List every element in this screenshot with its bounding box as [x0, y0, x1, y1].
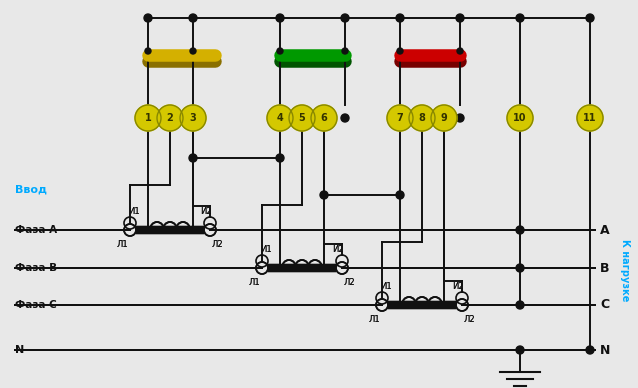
- Text: Л1: Л1: [116, 240, 128, 249]
- Text: 10: 10: [513, 113, 527, 123]
- Text: N: N: [15, 345, 24, 355]
- Text: Фаза A: Фаза A: [15, 225, 57, 235]
- Circle shape: [431, 105, 457, 131]
- Text: 5: 5: [299, 113, 306, 123]
- Text: Л2: Л2: [344, 278, 355, 287]
- Circle shape: [341, 114, 349, 122]
- Circle shape: [135, 105, 161, 131]
- Text: C: C: [600, 298, 609, 312]
- Text: И1: И1: [260, 245, 272, 254]
- Circle shape: [586, 14, 594, 22]
- Circle shape: [320, 191, 328, 199]
- Circle shape: [190, 48, 196, 54]
- Circle shape: [267, 105, 293, 131]
- Text: И1: И1: [260, 245, 272, 254]
- Text: Л1: Л1: [248, 278, 260, 287]
- Text: Л1: Л1: [368, 315, 380, 324]
- Circle shape: [586, 346, 594, 354]
- Circle shape: [396, 191, 404, 199]
- Text: И1: И1: [128, 207, 140, 216]
- Text: Л2: Л2: [212, 240, 224, 249]
- Text: И1: И1: [380, 282, 392, 291]
- Circle shape: [276, 14, 284, 22]
- Text: 8: 8: [419, 113, 426, 123]
- Text: 11: 11: [583, 113, 597, 123]
- Circle shape: [342, 48, 348, 54]
- Text: И2: И2: [200, 207, 212, 216]
- Circle shape: [516, 114, 524, 122]
- Circle shape: [144, 114, 152, 122]
- Circle shape: [396, 114, 404, 122]
- Circle shape: [516, 264, 524, 272]
- Text: Ввод: Ввод: [15, 185, 47, 195]
- Circle shape: [189, 114, 197, 122]
- Text: Л2: Л2: [464, 315, 475, 324]
- Circle shape: [456, 14, 464, 22]
- Circle shape: [387, 105, 413, 131]
- Text: Л1: Л1: [248, 278, 260, 287]
- Text: И2: И2: [332, 245, 344, 254]
- Text: И2: И2: [452, 282, 464, 291]
- Circle shape: [145, 48, 151, 54]
- Text: N: N: [600, 343, 611, 357]
- Text: И1: И1: [128, 207, 140, 216]
- Circle shape: [516, 301, 524, 309]
- Circle shape: [289, 105, 315, 131]
- Circle shape: [311, 105, 337, 131]
- Text: Фаза C: Фаза C: [15, 300, 57, 310]
- Circle shape: [577, 105, 603, 131]
- Text: 3: 3: [189, 113, 197, 123]
- Circle shape: [157, 105, 183, 131]
- Text: Л2: Л2: [212, 240, 224, 249]
- Text: Л1: Л1: [116, 240, 128, 249]
- Circle shape: [276, 114, 284, 122]
- Circle shape: [341, 14, 349, 22]
- Text: Л2: Л2: [464, 315, 475, 324]
- Circle shape: [180, 105, 206, 131]
- Text: 4: 4: [277, 113, 283, 123]
- Circle shape: [396, 14, 404, 22]
- Text: Фаза B: Фаза B: [15, 263, 57, 273]
- Circle shape: [409, 105, 435, 131]
- Circle shape: [516, 346, 524, 354]
- Circle shape: [189, 14, 197, 22]
- Text: И1: И1: [380, 282, 392, 291]
- Text: К нагрузке: К нагрузке: [620, 239, 630, 301]
- Circle shape: [397, 48, 403, 54]
- Circle shape: [456, 114, 464, 122]
- Text: 2: 2: [167, 113, 174, 123]
- Text: 7: 7: [397, 113, 403, 123]
- Text: Л1: Л1: [368, 315, 380, 324]
- Text: A: A: [600, 223, 610, 237]
- Text: И2: И2: [200, 207, 212, 216]
- Circle shape: [276, 154, 284, 162]
- Text: И2: И2: [332, 245, 344, 254]
- Circle shape: [516, 226, 524, 234]
- Text: B: B: [600, 262, 609, 274]
- Circle shape: [457, 48, 463, 54]
- Circle shape: [144, 14, 152, 22]
- Circle shape: [189, 154, 197, 162]
- Circle shape: [516, 14, 524, 22]
- Circle shape: [507, 105, 533, 131]
- Circle shape: [277, 48, 283, 54]
- Text: Л2: Л2: [344, 278, 355, 287]
- Text: 9: 9: [441, 113, 447, 123]
- Text: 1: 1: [145, 113, 151, 123]
- Text: И2: И2: [452, 282, 464, 291]
- Text: 6: 6: [321, 113, 327, 123]
